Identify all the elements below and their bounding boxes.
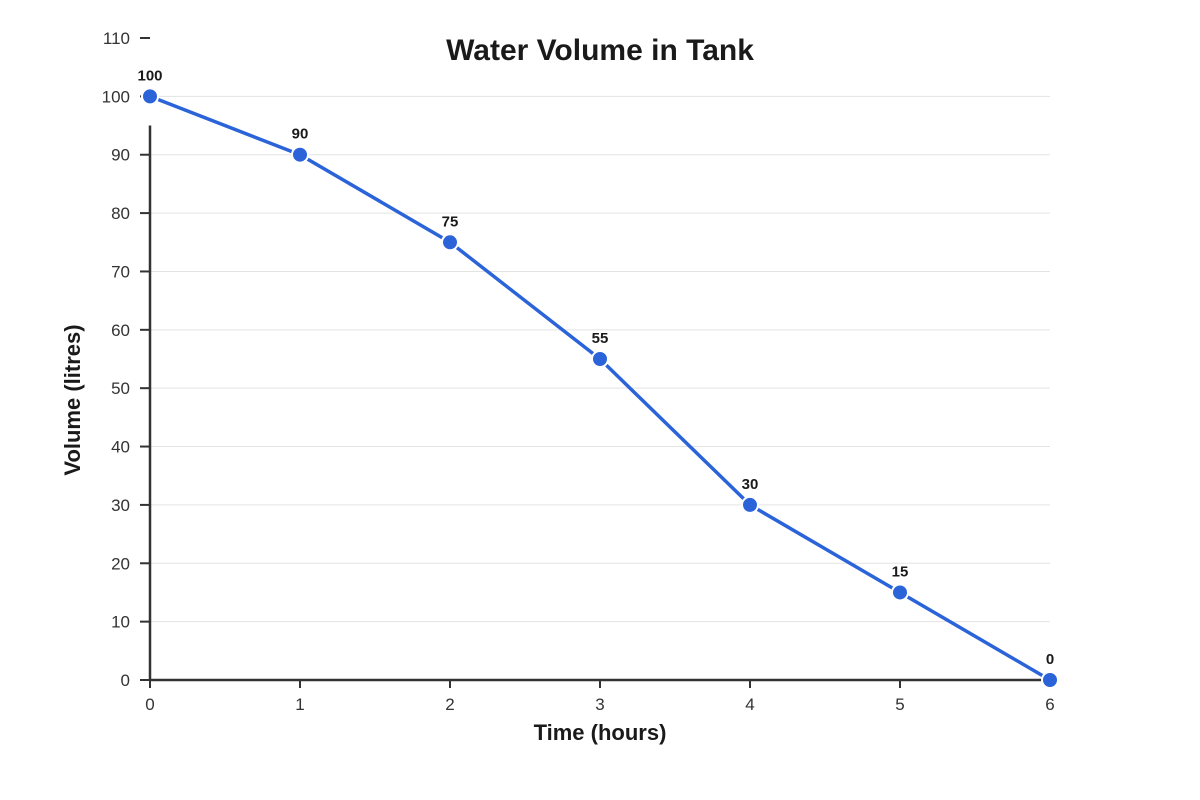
data-label: 75 <box>442 213 459 230</box>
x-tick-label: 4 <box>745 695 754 714</box>
chart-title: Water Volume in Tank <box>446 34 754 67</box>
data-label: 100 <box>137 67 162 84</box>
x-axis-title: Time (hours) <box>534 720 667 745</box>
data-point <box>891 583 909 602</box>
data-point <box>591 350 609 368</box>
axes <box>148 125 1050 682</box>
data-label: 0 <box>1046 651 1054 668</box>
data-point <box>291 145 309 164</box>
y-tick-label: 60 <box>111 321 130 340</box>
y-tick-label: 40 <box>111 438 130 457</box>
data-point <box>741 495 759 514</box>
data-point <box>141 87 159 106</box>
y-tick-label: 80 <box>111 204 130 223</box>
x-tick-label: 2 <box>445 695 454 714</box>
x-tick-label: 1 <box>295 695 304 714</box>
x-ticks: 0 1 2 3 4 5 6 <box>145 680 1055 714</box>
y-tick-label: 50 <box>111 379 130 398</box>
data-label: 15 <box>892 563 909 580</box>
y-tick-label: 20 <box>111 554 130 573</box>
y-axis-title: Volume (litres) <box>60 324 85 475</box>
y-tick-label: 100 <box>102 87 130 106</box>
x-tick-label: 5 <box>895 695 904 714</box>
data-label: 30 <box>742 476 759 493</box>
y-tick-label: 30 <box>111 496 130 515</box>
y-tick-label: 0 <box>121 671 130 690</box>
data-points <box>141 87 1059 689</box>
y-tick-label: 70 <box>111 262 130 281</box>
gridlines <box>150 95 1050 623</box>
data-labels: 100 90 75 55 30 15 0 <box>137 67 1054 668</box>
x-tick-label: 3 <box>595 695 604 714</box>
data-label: 55 <box>592 330 609 347</box>
x-tick-label: 0 <box>145 695 154 714</box>
data-label: 90 <box>292 126 309 143</box>
y-tick-label: 90 <box>111 146 130 165</box>
data-point <box>441 233 459 252</box>
y-tick-label: 10 <box>111 613 130 632</box>
y-ticks: 0 10 20 30 40 50 60 70 80 90 100 110 <box>102 29 150 690</box>
x-tick-label: 6 <box>1045 695 1054 714</box>
data-point <box>1041 671 1059 689</box>
y-tick-label: 110 <box>103 29 130 48</box>
